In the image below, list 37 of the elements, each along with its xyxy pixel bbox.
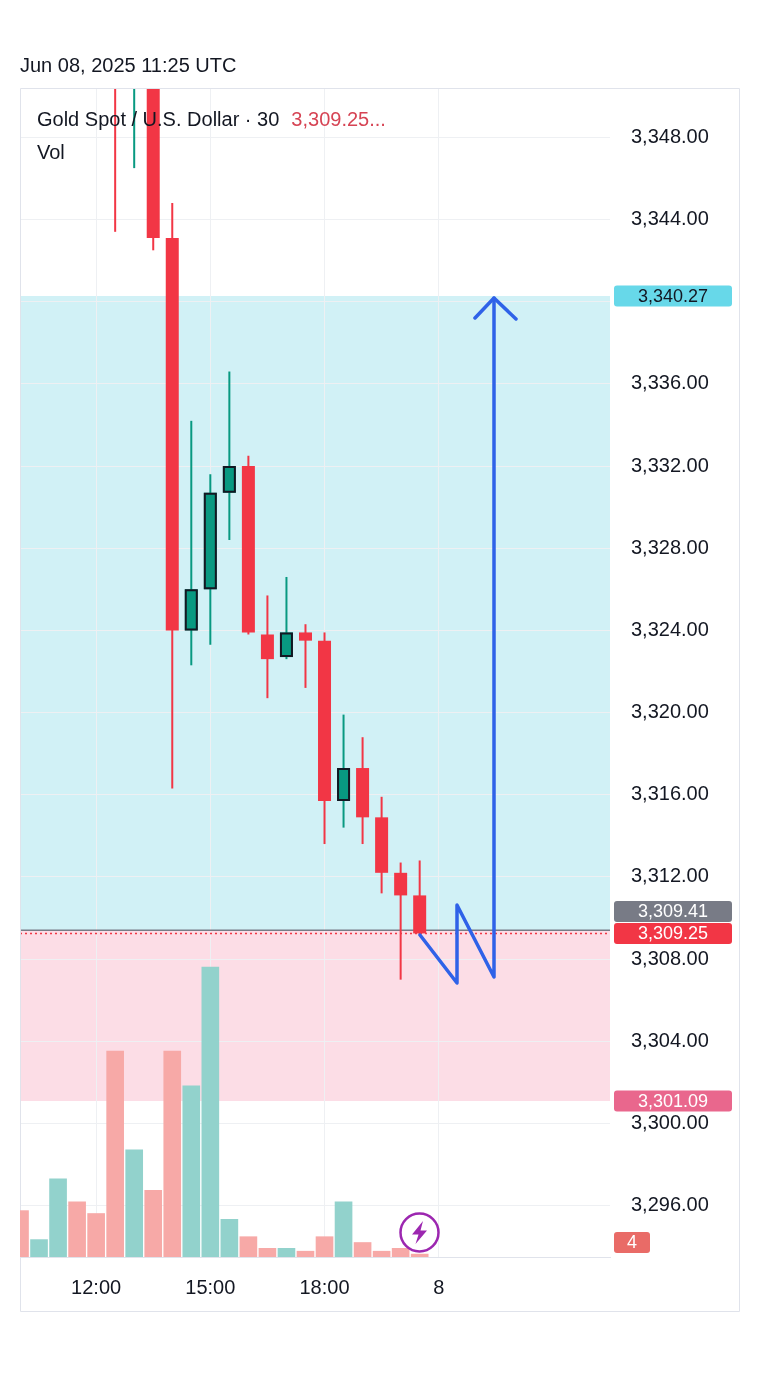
bar [239, 1236, 258, 1257]
band-label: 3,340.27 [637, 286, 709, 307]
bar [353, 1242, 372, 1257]
y-tick-label: 3,300.00 [631, 1110, 709, 1133]
x-tick-label: 12:00 [71, 1275, 122, 1298]
bar [410, 1253, 429, 1257]
chart-title: Vol [37, 141, 65, 163]
y-tick-label: 3,348.00 [631, 124, 709, 147]
x-tick-label: 8 [433, 1275, 445, 1298]
ref-line-label: 3,309.25 [637, 923, 709, 944]
bar [315, 1236, 334, 1257]
bar [372, 1250, 391, 1257]
bar [220, 1218, 239, 1257]
bar [258, 1247, 277, 1257]
bar [125, 1149, 144, 1257]
text: 4 [626, 1232, 638, 1253]
bar [277, 1247, 296, 1257]
y-tick-label: 3,308.00 [631, 946, 709, 969]
band-label: 3,301.09 [637, 1091, 709, 1112]
y-tick-label: 3,328.00 [631, 535, 709, 558]
y-tick-label: 3,344.00 [631, 207, 709, 229]
y-tick-label: 3,332.00 [631, 453, 709, 476]
x-tick-label: 15:00 [185, 1275, 236, 1298]
x-tick-label: 18:00 [299, 1275, 350, 1298]
y-tick-label: 3,324.00 [631, 617, 709, 640]
bar [334, 1201, 353, 1257]
bar [391, 1247, 410, 1257]
y-tick-label: 3,304.00 [631, 1028, 709, 1051]
text: Jun 08, 2025 11:25 UTC [20, 53, 237, 77]
y-tick-label: 3,312.00 [631, 864, 709, 887]
y-tick-label: 3,316.00 [631, 782, 709, 805]
ref-line-label: 3,309.41 [637, 901, 709, 922]
y-tick-label: 3,336.00 [631, 371, 709, 394]
bar [296, 1250, 315, 1257]
annotation: 3,309.25... [291, 108, 386, 130]
y-tick-label: 3,320.00 [631, 700, 709, 723]
y-tick-label: 3,296.00 [631, 1193, 709, 1216]
